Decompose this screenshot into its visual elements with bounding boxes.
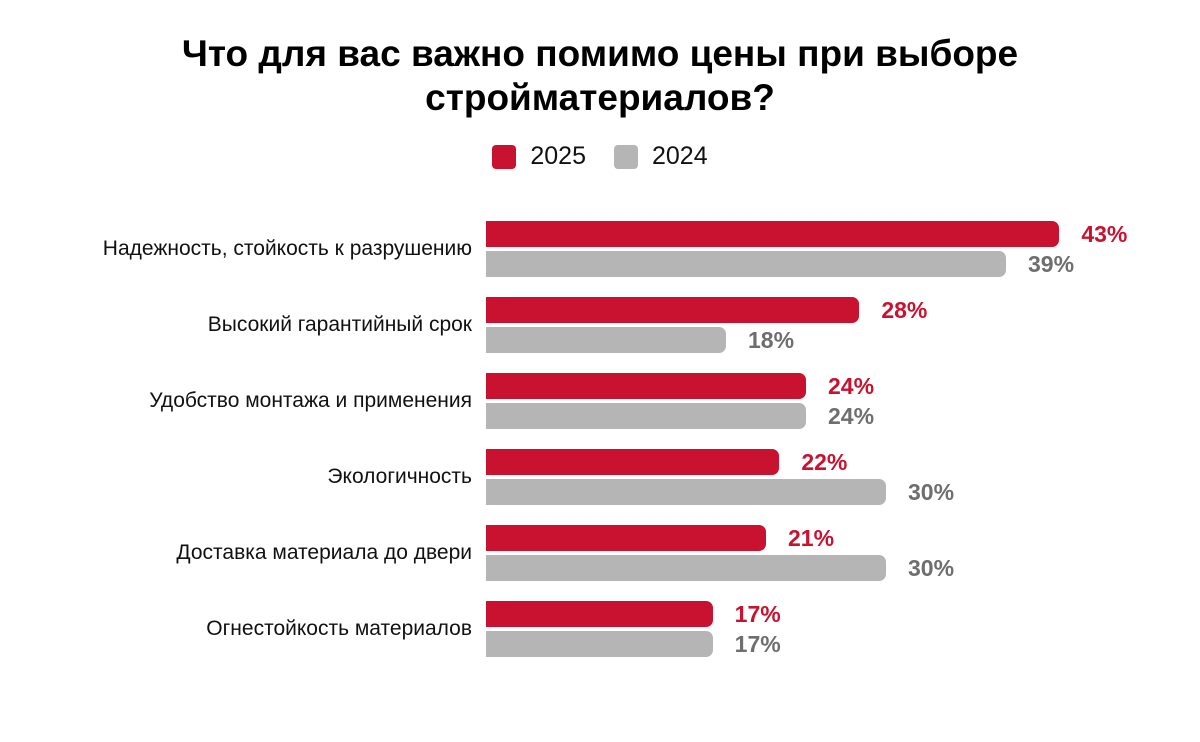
bar-row: Экологичность 22% 30% <box>0 448 1200 506</box>
bar-line-2024: 39% <box>486 250 1200 278</box>
category-label: Надежность, стойкость к разрушению <box>102 237 472 261</box>
chart-title: Что для вас важно помимо цены при выборе… <box>181 33 1019 118</box>
legend: 2025 2024 <box>0 142 1200 171</box>
bar-line-2025: 21% <box>486 524 1200 552</box>
bar-row: Надежность, стойкость к разрушению 43% 3… <box>0 220 1200 278</box>
bar-2024 <box>486 631 713 658</box>
bar-line-2025: 22% <box>486 448 1200 476</box>
bar-2024 <box>486 327 726 354</box>
legend-item-2025: 2025 <box>492 142 586 171</box>
legend-label-2025: 2025 <box>530 142 586 171</box>
bar-2025 <box>486 221 1060 248</box>
category-label: Огнестойкость материалов <box>206 617 472 641</box>
bar-row: Высокий гарантийный срок 28% 18% <box>0 296 1200 354</box>
bar-group: 24% 24% <box>486 372 1200 430</box>
value-label-2025: 28% <box>881 296 928 323</box>
bar-group: 43% 39% <box>486 220 1200 278</box>
value-label-2025: 24% <box>828 372 875 399</box>
bar-row: Удобство монтажа и применения 24% 24% <box>0 372 1200 430</box>
value-label-2024: 30% <box>908 478 955 505</box>
bar-2025 <box>486 449 780 476</box>
bar-group: 17% 17% <box>486 600 1200 658</box>
legend-swatch-2025-icon <box>492 144 517 169</box>
bar-row: Доставка материала до двери 21% 30% <box>0 524 1200 582</box>
value-label-2024: 30% <box>908 554 955 581</box>
bar-group: 28% 18% <box>486 296 1200 354</box>
bar-line-2024: 18% <box>486 326 1200 354</box>
value-label-2024: 39% <box>1028 250 1075 277</box>
value-label-2025: 21% <box>788 524 835 551</box>
bar-2024 <box>486 555 886 582</box>
bar-2025 <box>486 373 806 400</box>
bar-row: Огнестойкость материалов 17% 17% <box>0 600 1200 658</box>
bar-line-2024: 17% <box>486 630 1200 658</box>
bar-line-2025: 24% <box>486 372 1200 400</box>
value-label-2025: 17% <box>734 600 781 627</box>
legend-label-2024: 2024 <box>652 142 708 171</box>
legend-item-2024: 2024 <box>614 142 708 171</box>
bar-2024 <box>486 479 886 506</box>
category-label: Удобство монтажа и применения <box>149 389 472 413</box>
category-label: Экологичность <box>327 465 472 489</box>
bar-line-2025: 43% <box>486 220 1200 248</box>
category-label: Высокий гарантийный срок <box>207 313 472 337</box>
value-label-2025: 43% <box>1081 220 1128 247</box>
bar-line-2024: 30% <box>486 478 1200 506</box>
value-label-2025: 22% <box>801 448 848 475</box>
category-label: Доставка материала до двери <box>176 541 472 565</box>
bar-2024 <box>486 251 1006 278</box>
bar-2024 <box>486 403 806 430</box>
bar-line-2024: 30% <box>486 554 1200 582</box>
bar-line-2025: 17% <box>486 600 1200 628</box>
value-label-2024: 18% <box>748 326 795 353</box>
value-label-2024: 17% <box>734 630 781 657</box>
bar-rows: Надежность, стойкость к разрушению 43% 3… <box>0 220 1200 658</box>
bar-2025 <box>486 297 860 324</box>
bar-line-2024: 24% <box>486 402 1200 430</box>
legend-swatch-2024-icon <box>614 144 638 169</box>
bar-2025 <box>486 601 713 628</box>
bar-2025 <box>486 525 766 552</box>
bar-line-2025: 28% <box>486 296 1200 324</box>
value-label-2024: 24% <box>828 402 875 429</box>
bar-group: 21% 30% <box>486 524 1200 582</box>
bar-group: 22% 30% <box>486 448 1200 506</box>
